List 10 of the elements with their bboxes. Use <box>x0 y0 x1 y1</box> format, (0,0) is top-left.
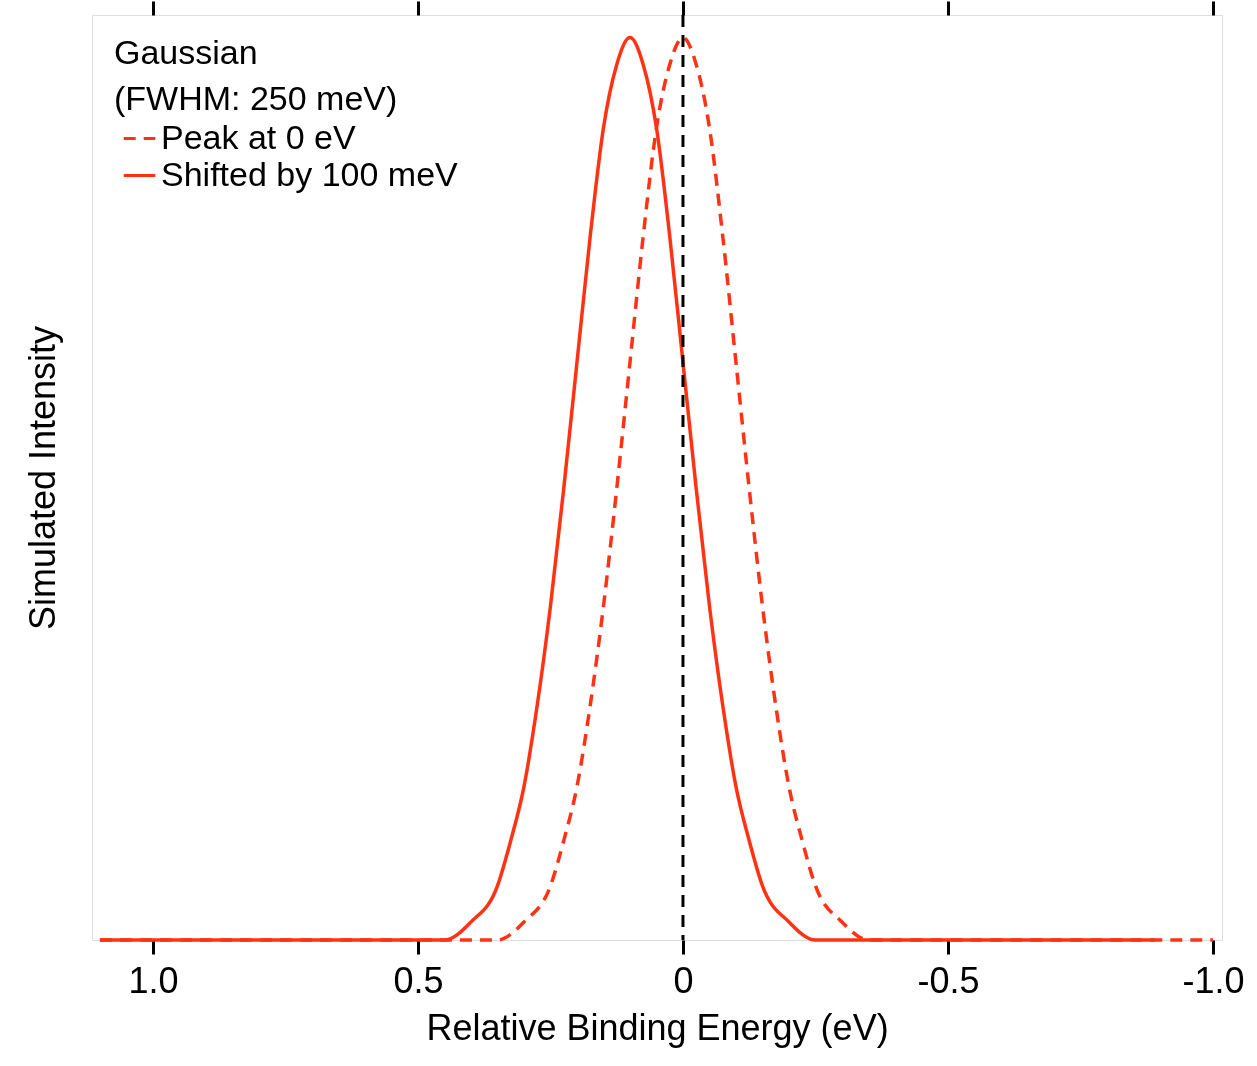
legend-title: Gaussian (FWHM: 250 meV) <box>114 33 398 117</box>
x-tick-label: 0.5 <box>393 959 444 1001</box>
y-axis-title: Simulated Intensity <box>21 325 63 631</box>
x-tick-label: -0.5 <box>917 959 980 1001</box>
legend-label: Shifted by 100 meV <box>161 154 459 193</box>
x-tick-label: 1.0 <box>128 959 179 1001</box>
x-axis-title: Relative Binding Energy (eV) <box>426 1006 889 1048</box>
x-tick-label: -1.0 <box>1182 959 1245 1001</box>
x-tick-label: 0 <box>673 959 694 1001</box>
legend-label: Peak at 0 eV <box>161 117 357 156</box>
